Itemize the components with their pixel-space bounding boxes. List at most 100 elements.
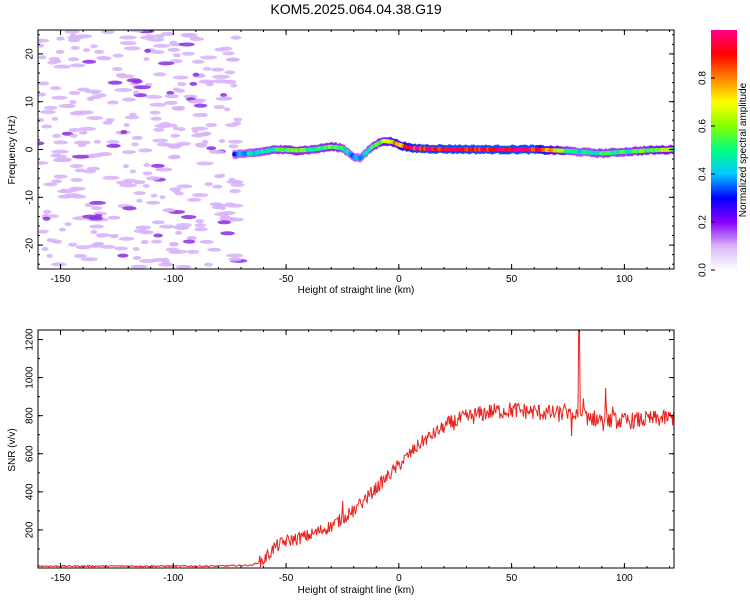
- spectrogram-y-ticks: -20 -10 0 10 20: [25, 34, 674, 265]
- spectrogram-noise-patch: [169, 154, 181, 159]
- spectrogram-noise-patch: [82, 59, 97, 64]
- spectrogram-noise-patch: [95, 233, 112, 238]
- spectrogram-noise-patch: [164, 94, 180, 99]
- spectrogram-noise-patch: [213, 105, 226, 110]
- spectrogram-noise-patch: [207, 247, 222, 252]
- spectrogram-noise-patch: [123, 123, 130, 128]
- spectrogram-noise-patch: [69, 186, 86, 191]
- snr-ytick-label: 800: [25, 407, 36, 424]
- spectrogram-noise-patch: [86, 116, 104, 121]
- spectrogram-noise-patch: [215, 96, 233, 101]
- spectrogram-noise-patch: [193, 103, 208, 108]
- spectrogram-noise-patch: [154, 34, 165, 39]
- snr-ytick-label: 400: [25, 483, 36, 500]
- spectrogram-noise-patch: [91, 206, 103, 211]
- spectrogram-ytick-label: 0: [25, 146, 36, 152]
- spectrogram-noise-patch: [119, 183, 137, 188]
- spectrogram-noise-patch: [97, 56, 112, 61]
- spectrogram-noise-patch: [109, 234, 117, 239]
- spectrogram-noise-patch: [93, 139, 102, 144]
- spectrogram-noise-patch: [48, 238, 58, 243]
- spectrogram-noise-patch: [129, 30, 144, 33]
- spectrogram-noise-patch: [38, 38, 50, 43]
- spectrogram-noise-patch: [134, 85, 151, 90]
- spectrogram-noise-patch: [176, 223, 192, 228]
- spectrogram-ytick-label: -20: [25, 237, 36, 252]
- spectrogram-noise-patch: [41, 124, 53, 129]
- spectrogram-noise-patch: [70, 178, 83, 183]
- spectrogram-noise-patch: [169, 187, 182, 192]
- spectrogram-ytick-label: 10: [25, 96, 36, 108]
- spectrogram-noise-patch: [122, 97, 137, 102]
- spectrogram-noise-patch: [106, 143, 121, 148]
- spectrogram-noise-patch: [181, 33, 196, 38]
- spectrogram-noise-patch: [209, 202, 223, 207]
- spectrogram-noise-patch: [153, 72, 167, 77]
- spectrogram-ytick-label: 20: [25, 48, 36, 60]
- spectrogram-noise-patch: [194, 227, 208, 232]
- spectrogram-xtick-label: -100: [163, 274, 183, 285]
- spectrogram-noise-patch: [159, 195, 166, 200]
- spectrogram-noise-patch: [194, 223, 207, 228]
- spectrogram-noise-patch: [116, 74, 135, 79]
- spectrogram-noise-patch: [153, 43, 171, 48]
- spectrogram-noise-patch: [208, 149, 225, 154]
- spectrogram-noise-patch: [38, 81, 50, 86]
- spectrogram-noise-patch: [64, 30, 80, 34]
- spectrogram-noise-patch: [132, 246, 140, 251]
- spectrogram-noise-patch: [122, 150, 137, 155]
- spectrogram-noise-patch: [58, 103, 76, 108]
- spectrogram-noise-patch: [230, 182, 245, 187]
- spectrogram-noise-patch: [112, 53, 124, 58]
- spectrogram-noise-patch: [107, 215, 121, 220]
- spectrogram-noise-patch: [162, 208, 176, 213]
- spectrogram-noise-patch: [212, 184, 223, 189]
- spectrogram-noise-patch: [101, 30, 115, 34]
- spectrogram-noise-patch: [177, 127, 186, 132]
- spectrogram-noise-patch: [228, 257, 242, 262]
- spectrogram-noise-patch: [53, 140, 68, 145]
- spectrogram-noise-patch: [152, 138, 169, 143]
- spectrogram-noise-patch: [151, 220, 165, 225]
- spectrogram-noise-patch: [202, 66, 212, 71]
- spectrogram-noise-patch: [131, 79, 143, 84]
- spectrogram-noise-patch: [129, 112, 137, 117]
- spectrogram-noise-patch: [122, 206, 137, 211]
- spectrogram-noise-patch: [142, 171, 153, 176]
- spectrogram-noise-patch: [68, 242, 78, 247]
- spectrogram-noise-patch: [38, 229, 49, 234]
- spectrogram-noise-patch: [170, 59, 183, 64]
- spectrogram-noise-patch: [168, 40, 178, 45]
- spectrogram-noise-patch: [177, 82, 187, 87]
- spectrogram-noise-patch: [172, 87, 180, 92]
- snr-xtick-label: 0: [396, 573, 402, 584]
- spectrogram-noise-patch: [174, 191, 184, 196]
- spectrogram-noise-patch: [199, 55, 218, 60]
- spectrogram-noise-patch: [130, 264, 148, 269]
- spectrogram-noise-patch: [84, 89, 102, 94]
- spectrogram-noise-patch: [93, 49, 105, 54]
- snr-background: [38, 330, 674, 568]
- spectrogram-noise-patch: [204, 262, 213, 267]
- spectrogram-noise-patch: [153, 127, 165, 132]
- spectrogram-noise-patch: [118, 236, 135, 241]
- spectrogram-noise-patch: [83, 48, 90, 53]
- spectrogram-noise-patch: [151, 239, 163, 244]
- colorbar-gradient: [711, 30, 737, 270]
- spectrogram-noise-patch: [222, 79, 237, 84]
- snr-y-axis-label: SNR (v/v): [7, 428, 18, 471]
- spectrogram-noise-patch: [68, 90, 81, 95]
- snr-series-line: [38, 330, 674, 568]
- spectrogram-noise-patch: [225, 57, 240, 62]
- spectrogram-noise-patch: [222, 51, 235, 56]
- spectrogram-noise-patch: [183, 239, 196, 244]
- spectrogram-noise-patch: [135, 225, 151, 230]
- spectrogram-noise-patch: [192, 72, 200, 77]
- spectrogram-noise-patch: [212, 74, 230, 79]
- spectrogram-noise-patch: [38, 160, 49, 165]
- spectrogram-noise-patch: [154, 167, 173, 172]
- spectrogram-noise-patch: [53, 64, 72, 69]
- spectrogram-noise-patch: [158, 262, 174, 267]
- spectrogram-noise-patch: [96, 152, 113, 157]
